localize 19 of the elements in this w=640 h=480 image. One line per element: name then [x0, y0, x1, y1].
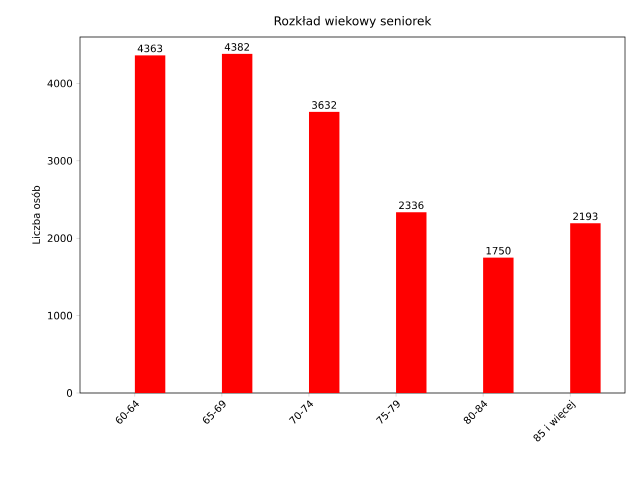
data-label: 1750: [486, 246, 511, 254]
y-tick-label: 3000: [48, 156, 72, 165]
data-label: 3632: [312, 101, 336, 109]
bar: [308, 112, 340, 394]
y-tick-label: 4000: [47, 80, 72, 88]
data-label: 4363: [138, 44, 162, 52]
y-tick-label: 2000: [48, 234, 72, 242]
bar: [570, 223, 601, 394]
y-tick-label: 0: [66, 389, 72, 397]
data-label: 4382: [224, 43, 250, 51]
data-label: 2336: [399, 201, 424, 210]
chart-title: Rozkład wiekowy seniorek: [274, 16, 432, 28]
bar: [222, 54, 252, 394]
data-label: 2193: [573, 212, 598, 220]
bar: [396, 212, 426, 394]
y-axis-title: Liczba osób: [32, 186, 40, 244]
y-tick-label: 1000: [48, 312, 72, 320]
bar: [134, 55, 166, 394]
bar: [483, 258, 514, 394]
